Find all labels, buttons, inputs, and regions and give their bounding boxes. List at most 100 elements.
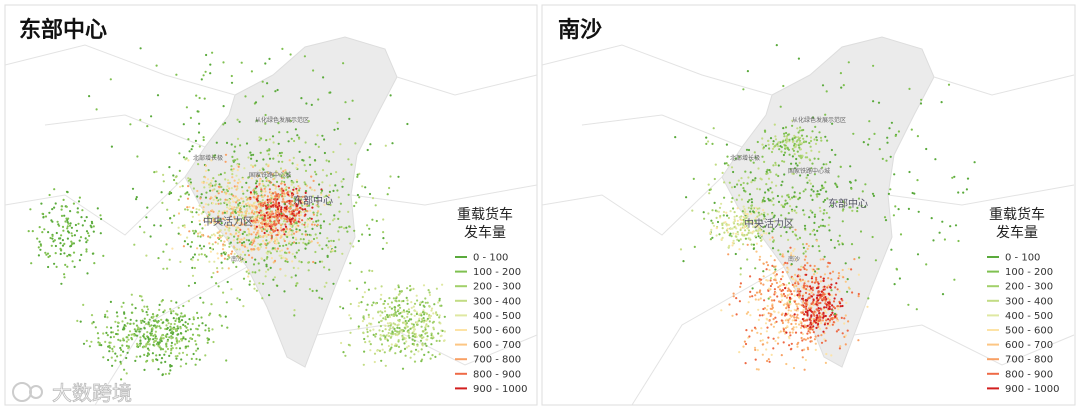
truck-dot xyxy=(247,186,251,189)
truck-dot xyxy=(916,135,919,138)
truck-dot xyxy=(797,154,801,157)
truck-dot xyxy=(753,179,756,182)
truck-dot xyxy=(129,322,132,325)
truck-dot xyxy=(826,304,830,307)
truck-dot xyxy=(371,269,374,273)
truck-dot xyxy=(109,78,112,81)
truck-dot xyxy=(766,279,769,282)
truck-dot xyxy=(368,192,372,196)
truck-dot xyxy=(277,196,280,199)
truck-dot xyxy=(209,184,212,187)
truck-dot xyxy=(85,339,88,342)
truck-dot xyxy=(809,327,812,331)
truck-dot xyxy=(403,342,406,345)
truck-dot xyxy=(787,193,790,196)
truck-dot xyxy=(806,156,809,159)
truck-dot xyxy=(398,320,401,323)
truck-dot xyxy=(179,195,182,198)
truck-dot xyxy=(173,322,176,326)
truck-dot xyxy=(375,332,378,336)
truck-dot xyxy=(122,301,125,304)
truck-dot xyxy=(443,330,446,333)
truck-dot xyxy=(303,226,307,229)
map-panel: 东部中心 从化绿色发展示范区 北部增长极 国家铁路中心城 东部中心 中央活力区 … xyxy=(4,4,538,406)
truck-dot xyxy=(258,178,261,181)
truck-dot xyxy=(226,238,229,241)
truck-dot xyxy=(215,198,218,201)
truck-dot xyxy=(427,351,430,354)
truck-dot xyxy=(315,220,318,223)
truck-dot xyxy=(135,198,138,201)
truck-dot xyxy=(275,185,278,188)
truck-dot xyxy=(823,285,826,288)
truck-dot xyxy=(709,238,712,241)
truck-dot xyxy=(231,250,234,253)
truck-dot xyxy=(225,203,229,206)
truck-dot xyxy=(353,229,356,232)
truck-dot xyxy=(816,271,819,275)
truck-dot xyxy=(127,347,130,350)
truck-dot xyxy=(916,253,920,256)
truck-dot xyxy=(758,255,762,258)
truck-dot xyxy=(793,247,796,251)
truck-dot xyxy=(234,145,237,148)
truck-dot xyxy=(838,274,841,277)
truck-dot xyxy=(286,131,289,134)
truck-dot xyxy=(758,188,761,191)
truck-dot xyxy=(256,219,259,222)
truck-dot xyxy=(109,300,112,303)
truck-dot xyxy=(403,347,407,350)
truck-dot xyxy=(814,270,817,273)
truck-dot xyxy=(411,338,414,341)
truck-dot xyxy=(222,61,225,64)
truck-dot xyxy=(181,351,185,354)
truck-dot xyxy=(232,194,235,197)
district-boundary xyxy=(350,184,538,206)
truck-dot xyxy=(247,249,250,252)
truck-dot xyxy=(763,215,766,218)
truck-dot xyxy=(268,216,271,219)
truck-dot xyxy=(235,188,238,191)
truck-dot xyxy=(262,168,265,171)
truck-dot xyxy=(306,223,310,226)
truck-dot xyxy=(63,252,66,255)
truck-dot xyxy=(844,262,847,265)
truck-dot xyxy=(766,304,769,308)
truck-dot xyxy=(270,227,273,230)
truck-dot xyxy=(110,145,113,148)
truck-dot xyxy=(292,181,295,184)
truck-dot xyxy=(51,237,54,240)
truck-dot xyxy=(361,320,364,323)
truck-dot xyxy=(184,208,187,211)
truck-dot xyxy=(176,313,179,316)
truck-dot xyxy=(251,271,254,274)
truck-dot xyxy=(109,341,112,344)
truck-dot xyxy=(791,140,794,143)
truck-dot xyxy=(707,140,710,143)
truck-dot xyxy=(202,245,206,248)
truck-dot xyxy=(816,229,819,232)
truck-dot xyxy=(139,47,142,50)
truck-dot xyxy=(753,346,757,349)
truck-dot xyxy=(707,183,710,186)
truck-dot xyxy=(102,356,105,359)
truck-dot xyxy=(255,192,258,195)
truck-dot xyxy=(265,230,268,233)
truck-dot xyxy=(183,240,186,243)
truck-dot xyxy=(218,183,221,186)
truck-dot xyxy=(228,227,231,230)
truck-dot xyxy=(191,266,194,269)
truck-dot xyxy=(343,227,346,230)
truck-dot xyxy=(749,231,752,234)
truck-dot xyxy=(192,256,195,259)
truck-dot xyxy=(257,194,260,197)
truck-dot xyxy=(274,224,277,227)
truck-dot xyxy=(328,200,331,203)
truck-dot xyxy=(771,191,774,194)
truck-dot xyxy=(411,332,414,335)
truck-dot xyxy=(260,137,263,140)
truck-dot xyxy=(722,210,726,214)
truck-dot xyxy=(780,299,784,302)
truck-dot xyxy=(283,206,286,209)
truck-dot xyxy=(263,190,266,193)
